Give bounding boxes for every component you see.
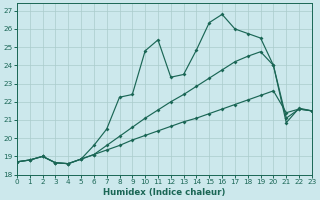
- X-axis label: Humidex (Indice chaleur): Humidex (Indice chaleur): [103, 188, 226, 197]
